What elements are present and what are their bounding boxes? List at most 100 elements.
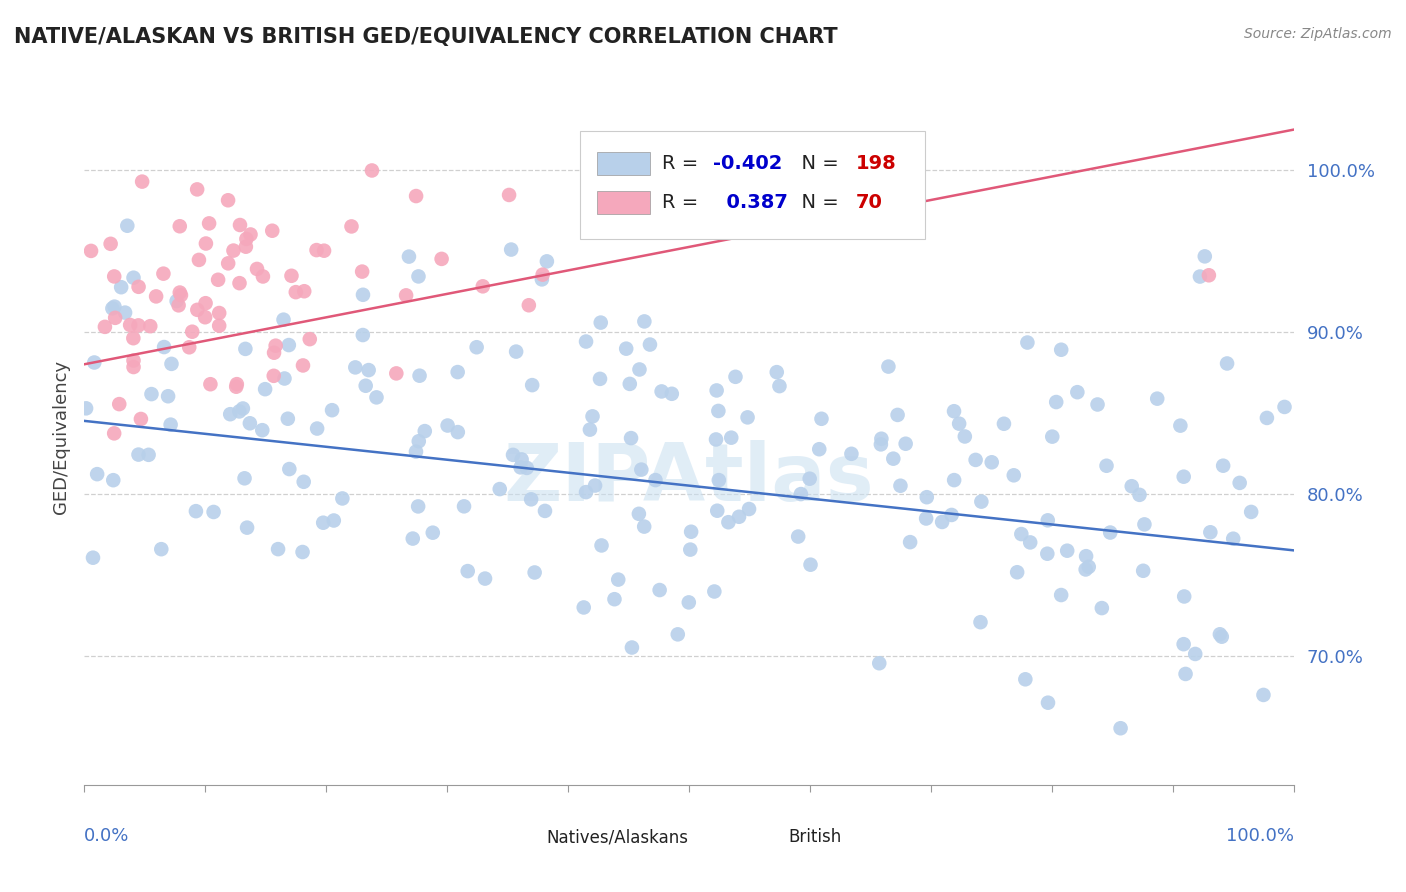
Point bbox=[83, 355, 105, 369]
Point bbox=[354, 378, 377, 392]
Y-axis label: GED/Equivalency: GED/Equivalency bbox=[52, 360, 70, 514]
Point bbox=[703, 584, 725, 599]
Point bbox=[1036, 696, 1059, 710]
Point bbox=[94, 319, 117, 334]
Point bbox=[131, 175, 153, 189]
Point bbox=[408, 368, 430, 383]
Point bbox=[402, 532, 425, 546]
Point bbox=[254, 382, 277, 396]
Point bbox=[1017, 335, 1039, 350]
Point bbox=[217, 194, 239, 208]
Point bbox=[581, 409, 603, 424]
Point bbox=[706, 504, 728, 518]
Point bbox=[633, 519, 655, 533]
Point bbox=[114, 305, 136, 319]
Point bbox=[110, 280, 132, 294]
Point bbox=[1253, 688, 1275, 702]
Point bbox=[167, 298, 190, 312]
Point bbox=[1045, 395, 1067, 409]
Point bbox=[1212, 458, 1234, 473]
Point bbox=[520, 492, 543, 507]
Point bbox=[408, 434, 430, 449]
Point bbox=[1087, 397, 1109, 411]
Point bbox=[152, 267, 174, 281]
Point bbox=[870, 437, 893, 451]
Point bbox=[1095, 458, 1118, 473]
Point bbox=[1074, 562, 1097, 576]
Point bbox=[575, 334, 598, 349]
Point bbox=[943, 473, 966, 487]
Point bbox=[637, 212, 659, 227]
FancyBboxPatch shape bbox=[730, 827, 779, 849]
Point bbox=[1229, 475, 1251, 490]
Point bbox=[322, 514, 344, 528]
Point bbox=[948, 417, 970, 431]
Point bbox=[291, 545, 314, 559]
Point bbox=[965, 453, 987, 467]
Point bbox=[501, 243, 523, 257]
Point bbox=[357, 363, 380, 377]
Point bbox=[915, 490, 938, 504]
Point bbox=[886, 408, 908, 422]
Point bbox=[1209, 627, 1232, 641]
Point bbox=[103, 269, 125, 284]
Point bbox=[239, 417, 262, 431]
Point bbox=[1194, 249, 1216, 263]
Point bbox=[277, 338, 299, 352]
Point bbox=[651, 384, 673, 399]
Point bbox=[799, 558, 821, 572]
Point bbox=[882, 451, 904, 466]
Point bbox=[579, 423, 602, 437]
Point bbox=[1146, 392, 1168, 406]
Point bbox=[1099, 525, 1122, 540]
Point bbox=[280, 268, 302, 283]
Point bbox=[1184, 647, 1206, 661]
Point bbox=[139, 319, 162, 334]
Point bbox=[707, 473, 730, 487]
Point bbox=[273, 371, 295, 385]
Point bbox=[993, 417, 1015, 431]
Point bbox=[233, 471, 256, 485]
Point bbox=[603, 592, 626, 607]
Point bbox=[453, 500, 475, 514]
Point bbox=[447, 425, 470, 439]
Point bbox=[620, 431, 643, 445]
Point bbox=[153, 340, 176, 354]
Point bbox=[707, 404, 730, 418]
Point bbox=[430, 252, 453, 266]
Point bbox=[366, 390, 388, 404]
Point bbox=[166, 294, 188, 309]
Point bbox=[159, 417, 181, 432]
Point bbox=[262, 224, 284, 238]
Point bbox=[361, 163, 384, 178]
Point bbox=[340, 219, 363, 234]
Point bbox=[138, 448, 160, 462]
Point bbox=[312, 516, 335, 530]
Text: R =: R = bbox=[662, 193, 704, 212]
Point bbox=[980, 455, 1002, 469]
Point bbox=[633, 314, 655, 328]
Point bbox=[181, 325, 204, 339]
Point bbox=[1010, 527, 1032, 541]
Point bbox=[679, 542, 702, 557]
Point bbox=[398, 250, 420, 264]
Point bbox=[405, 189, 427, 203]
Point bbox=[278, 462, 301, 476]
Point bbox=[413, 424, 436, 438]
Point bbox=[307, 421, 329, 435]
Point bbox=[505, 344, 527, 359]
Point bbox=[127, 318, 149, 333]
Point bbox=[1014, 673, 1036, 687]
Point bbox=[465, 340, 488, 354]
Point bbox=[86, 467, 108, 482]
Point bbox=[263, 345, 285, 359]
Point bbox=[620, 640, 643, 655]
Point bbox=[208, 306, 231, 320]
Point bbox=[284, 285, 307, 300]
Text: N =: N = bbox=[789, 154, 845, 173]
Point bbox=[575, 485, 598, 500]
Text: 70: 70 bbox=[856, 193, 883, 212]
Point bbox=[583, 478, 606, 492]
Point bbox=[169, 285, 191, 300]
Point bbox=[1036, 513, 1059, 527]
